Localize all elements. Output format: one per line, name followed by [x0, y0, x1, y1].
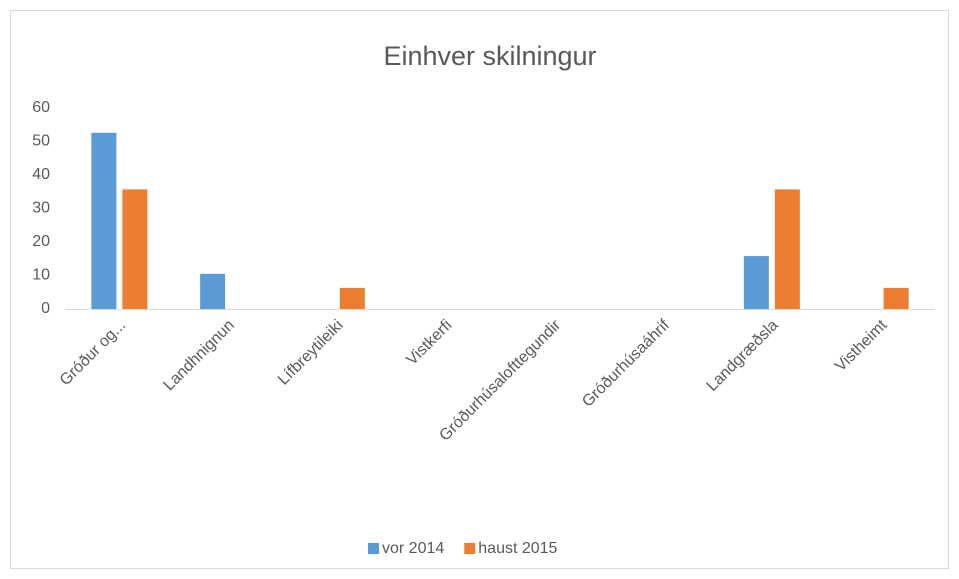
chart-frame: [10, 10, 949, 569]
bar: [339, 287, 365, 309]
legend-label: vor 2014: [382, 540, 444, 557]
y-tick-label: 30: [32, 200, 50, 217]
y-tick-label: 50: [32, 133, 50, 150]
legend-label: haust 2015: [478, 540, 557, 557]
bar: [200, 273, 226, 309]
y-tick-label: 40: [32, 166, 50, 183]
chart-title: Einhver skilningur: [383, 41, 596, 71]
bar: [122, 189, 148, 309]
bar: [743, 256, 769, 309]
y-tick-label: 20: [32, 233, 50, 250]
y-tick-label: 60: [32, 99, 50, 116]
legend-swatch: [368, 543, 379, 554]
y-tick-label: 0: [41, 300, 50, 317]
bar: [91, 132, 117, 309]
bar: [883, 287, 909, 309]
y-tick-label: 10: [32, 267, 50, 284]
legend-swatch: [464, 543, 476, 554]
bar: [774, 189, 800, 309]
